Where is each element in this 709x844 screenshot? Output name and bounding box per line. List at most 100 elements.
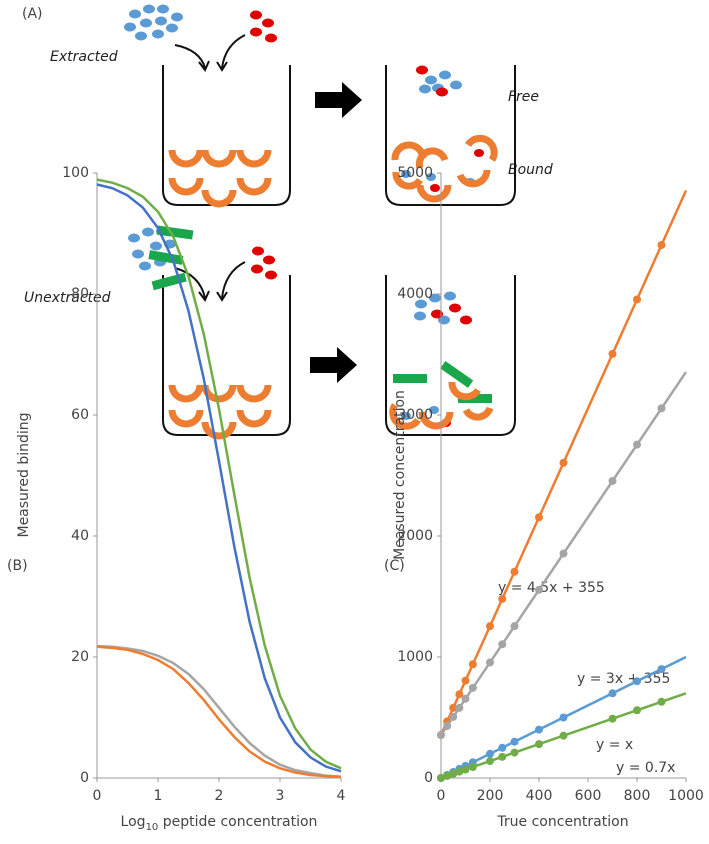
point	[455, 690, 464, 699]
x-tick-label: 800	[624, 788, 651, 804]
y-tick-label: 0	[424, 770, 433, 786]
point	[633, 295, 641, 304]
point	[449, 703, 458, 712]
y-tick-label: 0	[80, 770, 89, 786]
point	[608, 689, 617, 698]
y-tick-label: 80	[71, 286, 89, 302]
panel-label: (B)	[7, 558, 28, 574]
point	[486, 749, 494, 758]
point	[498, 752, 507, 761]
series-line	[96, 645, 342, 779]
point	[633, 677, 641, 686]
point	[443, 721, 452, 730]
point	[437, 731, 445, 740]
point	[449, 712, 458, 721]
y-tick-label: 5000	[397, 165, 433, 181]
point	[657, 240, 666, 249]
x-tick-label: 400	[526, 788, 553, 804]
x-tick-label: 1	[154, 788, 163, 804]
x-label-part: peptide concentration	[158, 814, 317, 830]
y-tick-label: 1000	[397, 649, 433, 665]
point	[633, 706, 641, 715]
point	[535, 513, 543, 522]
point	[510, 567, 519, 576]
y-tick-label: 100	[62, 165, 89, 181]
label-bound: Bound	[508, 162, 553, 178]
label-extracted: Extracted	[50, 49, 118, 65]
x-tick-label: 200	[477, 788, 504, 804]
point	[498, 743, 507, 752]
peptides	[124, 4, 475, 420]
point	[486, 658, 494, 667]
x-axis-label: Log10 peptide concentration	[121, 814, 318, 833]
point	[510, 622, 519, 631]
panel-label: (A)	[22, 6, 43, 22]
x-tick-label: 0	[93, 788, 102, 804]
series-line	[96, 178, 342, 770]
label-unextracted: Unextracted	[24, 290, 111, 306]
panel-a: (A) Extracted Free Bound Unextracted	[22, 4, 553, 440]
point	[657, 697, 666, 706]
curved-arrows	[174, 34, 246, 302]
point	[657, 665, 666, 674]
x-tick-label: 0	[437, 788, 446, 804]
point	[559, 731, 568, 740]
x-label-part: Log	[121, 814, 146, 830]
point	[498, 640, 507, 649]
point	[437, 774, 445, 782]
equation-label: y = 4.5x + 355	[498, 580, 605, 596]
series-line	[96, 644, 342, 779]
point	[468, 683, 477, 692]
y-axis-label: Measured binding	[16, 412, 32, 537]
series-line	[96, 183, 342, 773]
x-axis-label: True concentration	[496, 814, 628, 830]
equation-label: y = 3x + 355	[577, 671, 670, 687]
point	[608, 714, 617, 723]
point	[468, 660, 477, 669]
x-tick-label: 3	[276, 788, 285, 804]
point	[455, 767, 464, 776]
point	[461, 694, 470, 703]
y-tick-label: 4000	[397, 286, 433, 302]
point	[559, 549, 568, 558]
point	[535, 725, 543, 734]
point	[449, 769, 458, 778]
x-label-sub: 10	[146, 822, 159, 833]
y-tick-label: 60	[71, 407, 89, 423]
point	[608, 349, 617, 358]
label-free: Free	[508, 89, 539, 105]
x-tick-label: 4	[337, 788, 346, 804]
x-tick-label: 2	[215, 788, 224, 804]
point	[486, 757, 494, 766]
arrow	[315, 82, 362, 118]
point	[608, 476, 617, 485]
y-tick-label: 2000	[397, 528, 433, 544]
point	[510, 748, 519, 757]
beaker	[385, 65, 516, 206]
point	[443, 771, 452, 780]
x-tick-label: 1000	[668, 788, 704, 804]
point	[633, 440, 641, 449]
point	[510, 737, 519, 746]
y-tick-label: 20	[71, 649, 89, 665]
antibodies	[168, 134, 498, 440]
arrow	[310, 347, 357, 383]
y-tick-label: 40	[71, 528, 89, 544]
y-tick-label: 3000	[397, 407, 433, 423]
point	[559, 713, 568, 722]
x-tick-label: 600	[575, 788, 602, 804]
point	[559, 458, 568, 467]
point	[498, 594, 507, 603]
point	[486, 622, 494, 631]
point	[461, 676, 470, 685]
equation-label: y = x	[596, 737, 633, 753]
point	[468, 762, 477, 771]
point	[535, 585, 543, 594]
analyte	[250, 10, 484, 427]
point	[657, 404, 666, 413]
point	[455, 703, 464, 712]
y-axis-label: Measured concentration	[392, 390, 408, 560]
point	[535, 740, 543, 749]
